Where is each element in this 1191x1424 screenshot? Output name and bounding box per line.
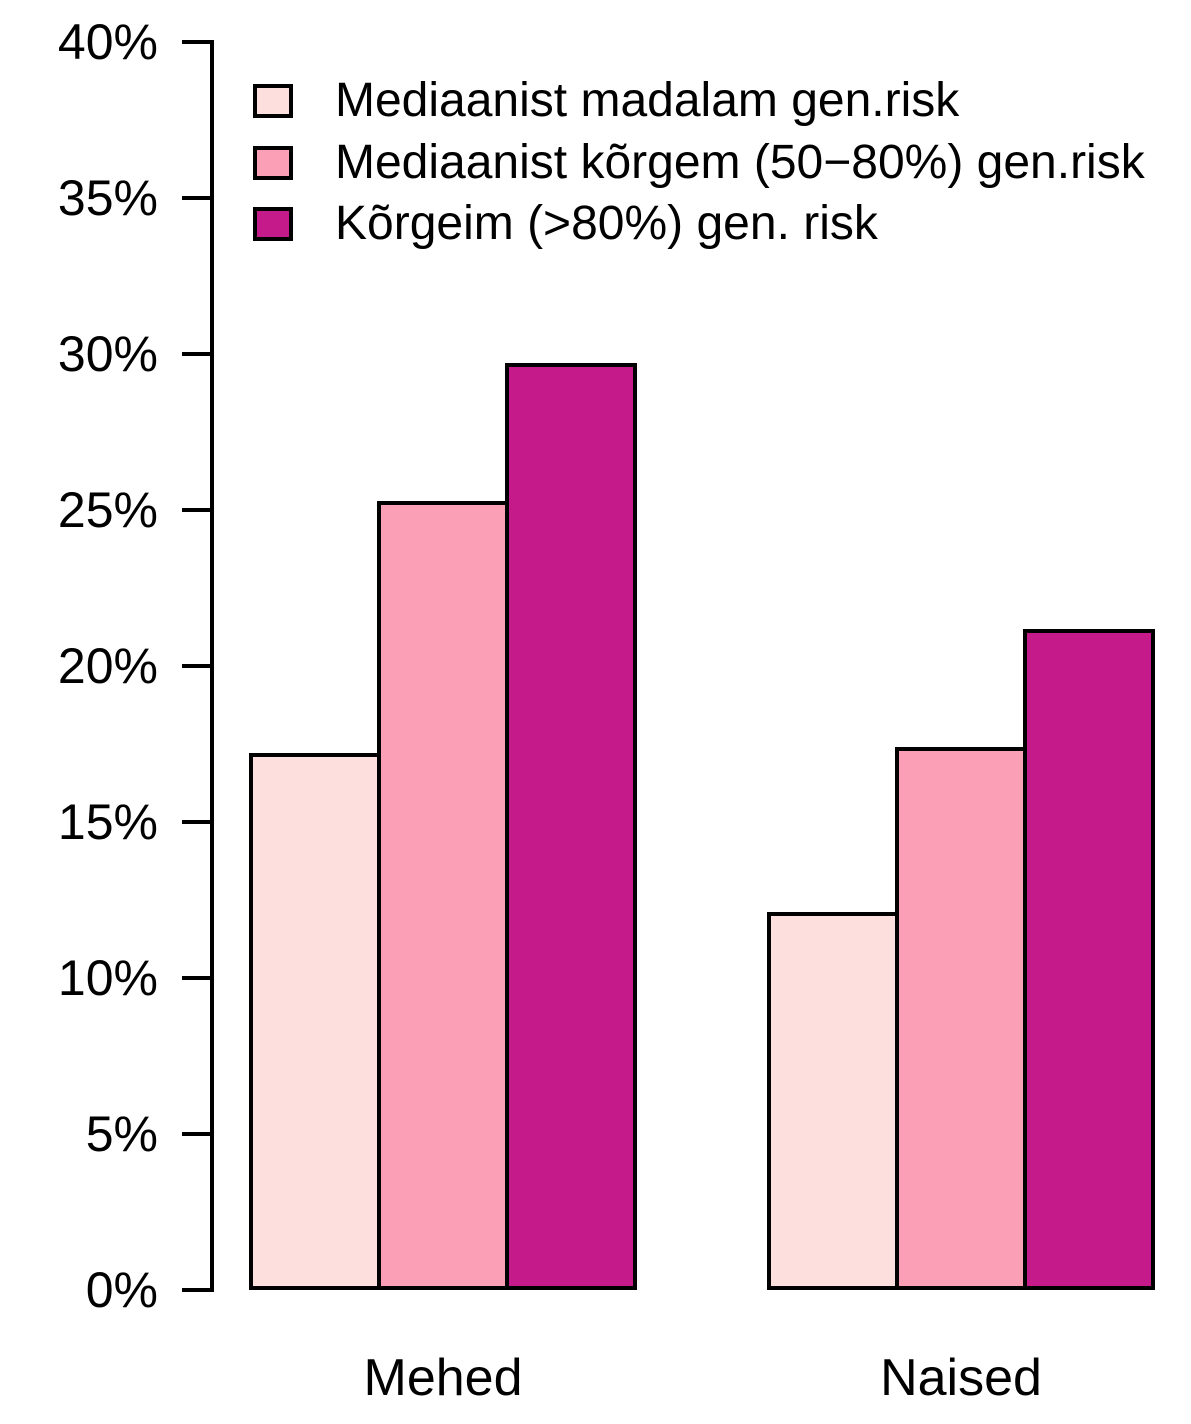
legend-row: Kõrgeim (>80%) gen. risk: [253, 200, 878, 248]
legend-label: Kõrgeim (>80%) gen. risk: [335, 197, 878, 250]
legend-swatch: [253, 84, 293, 118]
y-tick-label: 15%: [57, 794, 158, 850]
y-tick-label: 30%: [57, 326, 158, 382]
y-tick: [182, 664, 214, 668]
y-tick: [182, 820, 214, 824]
x-category-label: Naised: [880, 1349, 1042, 1407]
y-tick: [182, 352, 214, 356]
legend-swatch: [253, 207, 293, 241]
y-tick: [182, 196, 214, 200]
legend-label: Mediaanist kõrgem (50−80%) gen.risk: [335, 136, 1145, 189]
bar-mehed-series3: [505, 363, 637, 1290]
legend-swatch: [253, 146, 293, 180]
bar-mehed-series2: [377, 500, 509, 1290]
y-tick: [182, 976, 214, 980]
legend-row: Mediaanist madalam gen.risk: [253, 77, 959, 125]
y-tick-label: 40%: [57, 14, 158, 70]
y-tick-label: 25%: [57, 482, 158, 538]
y-tick: [182, 1288, 214, 1292]
bar-naised-series1: [767, 912, 899, 1290]
legend-row: Mediaanist kõrgem (50−80%) gen.risk: [253, 139, 1145, 187]
y-tick: [182, 40, 214, 44]
y-tick-label: 5%: [85, 1106, 158, 1162]
bar-mehed-series1: [249, 753, 381, 1290]
y-tick-label: 35%: [57, 170, 158, 226]
y-tick: [182, 508, 214, 512]
bar-naised-series3: [1023, 628, 1155, 1290]
y-tick-label: 0%: [85, 1262, 158, 1318]
y-tick-label: 10%: [57, 950, 158, 1006]
legend-label: Mediaanist madalam gen.risk: [335, 74, 960, 127]
y-tick: [182, 1132, 214, 1136]
bar-naised-series2: [895, 747, 1027, 1290]
x-category-label: Mehed: [363, 1349, 523, 1407]
y-tick-label: 20%: [57, 638, 158, 694]
